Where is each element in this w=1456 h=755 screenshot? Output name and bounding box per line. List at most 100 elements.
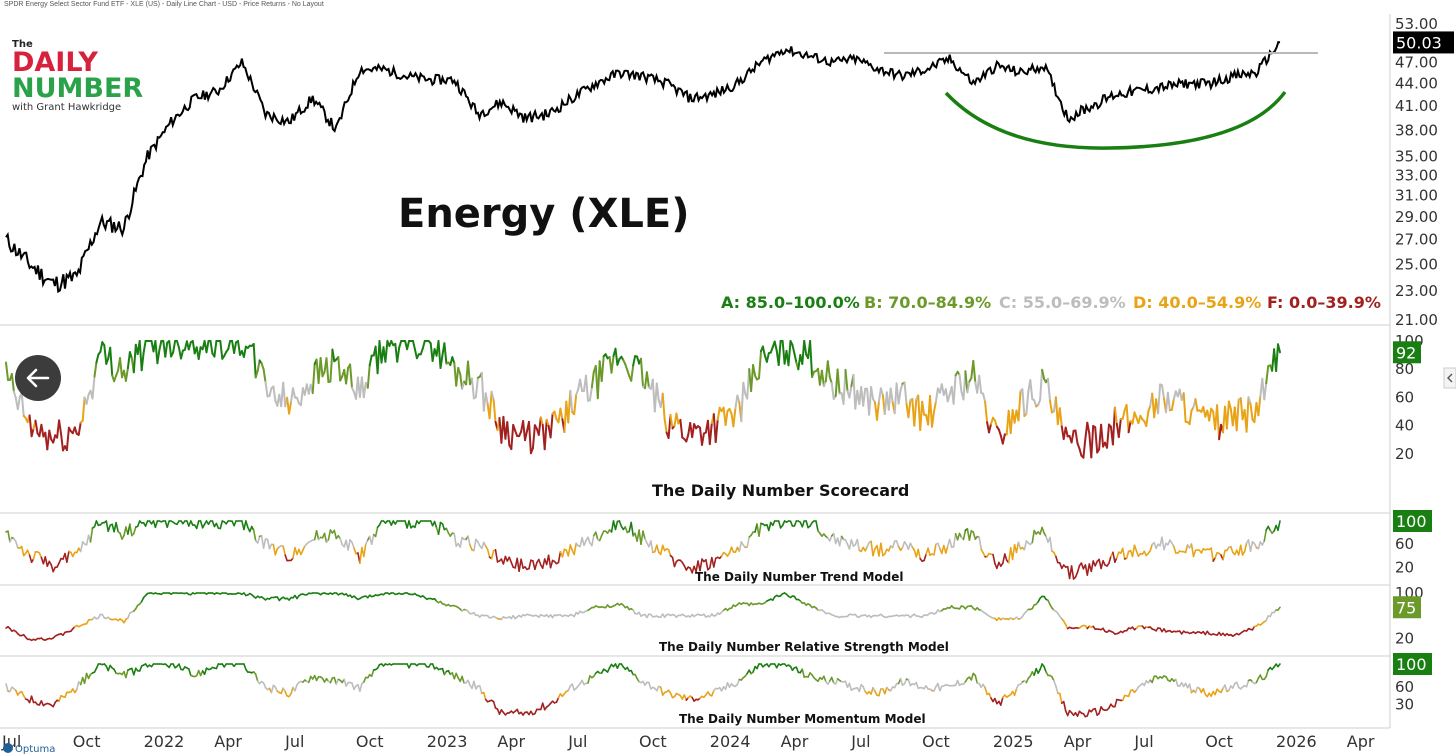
- score-segment: [292, 387, 296, 399]
- score-segment: [756, 663, 760, 670]
- x-tick-label: Oct: [1205, 732, 1233, 751]
- score-segment: [618, 520, 623, 528]
- collapse-panel-button[interactable]: [1443, 367, 1456, 389]
- score-segment: [758, 522, 762, 537]
- score-segment: [534, 561, 538, 571]
- score-segment: [1125, 404, 1130, 434]
- score-segment: [946, 393, 951, 403]
- score-segment: [899, 382, 904, 392]
- score-segment: [828, 376, 833, 385]
- score-segment: [997, 428, 1002, 437]
- chart-title: Energy (XLE): [398, 191, 690, 237]
- score-segment: [412, 340, 416, 351]
- score-segment: [830, 676, 835, 684]
- score-segment: [245, 520, 249, 529]
- score-segment: [1210, 547, 1214, 562]
- score-segment: [288, 400, 293, 415]
- score-segment: [1114, 698, 1118, 708]
- score-segment: [467, 360, 471, 386]
- score-last-value-badge-bg: [1393, 510, 1432, 532]
- score-segment: [1182, 392, 1187, 423]
- x-tick-label: Apr: [214, 732, 242, 751]
- score-segment: [1161, 536, 1165, 551]
- score-segment: [133, 667, 137, 676]
- score-segment: [934, 387, 939, 403]
- score-segment: [923, 553, 927, 562]
- score-segment: [1245, 679, 1250, 688]
- score-segment: [541, 558, 546, 570]
- score-segment: [431, 663, 436, 670]
- score-segment: [1074, 571, 1079, 579]
- score-segment: [758, 350, 762, 380]
- score-segment: [455, 366, 460, 387]
- score-segment: [856, 538, 861, 552]
- score-segment: [1257, 395, 1262, 417]
- score-segment: [836, 368, 841, 395]
- x-tick-label: 2024: [710, 732, 751, 751]
- score-segment: [396, 346, 401, 363]
- score-segment: [1249, 540, 1254, 553]
- score-segment: [16, 396, 21, 411]
- score-segment: [213, 340, 218, 358]
- price-last-value-badge-bg: [1393, 31, 1454, 54]
- score-segment: [567, 685, 572, 692]
- score-segment: [1170, 398, 1175, 411]
- score-segment: [655, 382, 660, 401]
- score-segment: [180, 349, 184, 360]
- score-segment: [645, 371, 650, 389]
- score-segment: [252, 529, 257, 542]
- back-button[interactable]: [15, 355, 61, 401]
- score-segment: [1053, 679, 1057, 687]
- score-segment: [1225, 400, 1230, 430]
- score-segment: [777, 340, 782, 366]
- score-segment: [486, 548, 491, 559]
- score-segment: [1062, 700, 1067, 712]
- score-segment: [457, 366, 462, 376]
- score-segment: [58, 694, 62, 702]
- score-segment: [48, 429, 53, 441]
- score-segment: [1127, 689, 1132, 698]
- score-segment: [205, 340, 210, 354]
- score-tick-label: 20: [1395, 558, 1414, 576]
- score-segment: [384, 340, 389, 363]
- score-segment: [569, 389, 574, 414]
- score-segment: [858, 683, 863, 693]
- score-segment: [445, 527, 450, 534]
- price-tick-label: 44.00: [1395, 75, 1438, 93]
- score-segment: [1239, 544, 1244, 556]
- score-segment: [742, 381, 747, 395]
- score-segment: [1117, 418, 1122, 439]
- score-segment: [91, 375, 96, 400]
- score-segment: [254, 673, 259, 683]
- score-segment: [903, 381, 908, 405]
- score-segment: [1235, 398, 1240, 432]
- score-segment: [1263, 529, 1267, 542]
- score-segment: [1090, 560, 1094, 573]
- score-segment: [866, 541, 870, 548]
- score-segment: [474, 376, 479, 398]
- score-segment: [79, 540, 84, 553]
- chevron-left-icon: [1447, 373, 1453, 383]
- score-segment: [1184, 543, 1189, 554]
- score-segment: [30, 695, 35, 704]
- score-segment: [1074, 429, 1079, 445]
- score-segment: [419, 347, 424, 356]
- score-segment: [675, 412, 680, 425]
- score-segment: [307, 675, 312, 684]
- score-segment: [12, 390, 17, 399]
- score-segment: [1173, 545, 1177, 554]
- score-segment: [15, 540, 19, 549]
- score-segment: [439, 353, 444, 369]
- score-segment: [1078, 447, 1083, 457]
- score-segment: [988, 692, 992, 699]
- score-segment: [1277, 520, 1281, 532]
- score-segment: [1055, 685, 1059, 695]
- logo-subtitle: with Grant Hawkridge: [12, 102, 121, 113]
- score-segment: [850, 538, 855, 547]
- score-tick-label: 40: [1395, 417, 1414, 435]
- score-segment: [834, 677, 839, 685]
- score-segment: [915, 681, 920, 690]
- score-segment: [40, 700, 45, 707]
- score-segment: [1094, 426, 1099, 454]
